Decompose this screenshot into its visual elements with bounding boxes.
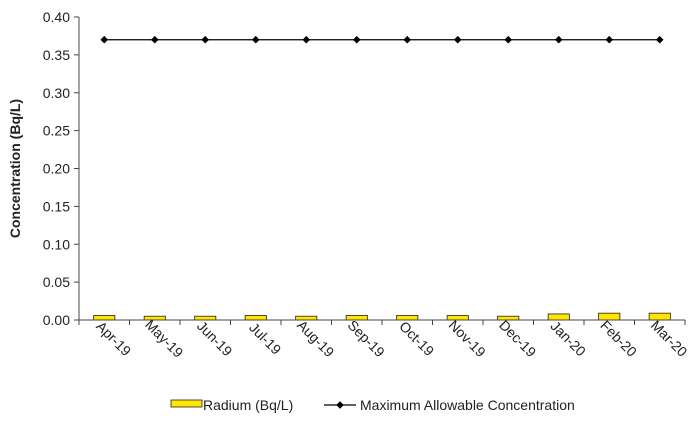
- legend-radium-label: Radium (Bq/L): [203, 397, 293, 413]
- y-tick-label: 0.15: [43, 198, 70, 214]
- y-tick-label: 0.00: [43, 312, 70, 328]
- legend-radium-swatch: [170, 399, 203, 408]
- x-tick-label: Jul-19: [246, 319, 284, 357]
- radium-bar: [244, 315, 267, 321]
- max-concentration-marker: [554, 35, 563, 44]
- y-axis-title: Concentration (Bq/L): [7, 99, 23, 238]
- y-tick-label: 0.05: [43, 274, 70, 290]
- legend: Radium (Bq/L) Maximum Allowable Concentra…: [170, 397, 575, 413]
- max-concentration-marker: [201, 35, 210, 44]
- y-tick-label: 0.30: [43, 85, 70, 101]
- x-tick-label: Feb-20: [597, 317, 640, 360]
- max-concentration-marker: [100, 35, 109, 44]
- max-concentration-marker: [251, 35, 260, 44]
- max-concentration-marker: [504, 35, 513, 44]
- y-tick-label: 0.20: [43, 161, 70, 177]
- plot-layer: [93, 35, 671, 321]
- y-axis: 0.00 0.05 0.10 0.15 0.20 0.25 0.30 0.35 0.40: [43, 9, 80, 328]
- max-concentration-marker: [605, 35, 614, 44]
- y-tick-label: 0.25: [43, 123, 70, 139]
- x-tick-label: Oct-19: [396, 318, 437, 359]
- max-concentration-marker: [403, 35, 412, 44]
- legend-max-concentration-label: Maximum Allowable Concentration: [360, 397, 575, 413]
- x-tick-label: Jun-19: [194, 318, 236, 360]
- legend-diamond-marker: [336, 401, 344, 409]
- y-tick-label: 0.35: [43, 47, 70, 63]
- x-tick-label: Jan-20: [547, 318, 589, 360]
- y-tick-label: 0.10: [43, 236, 70, 252]
- max-concentration-marker: [453, 35, 462, 44]
- max-concentration-marker: [655, 35, 664, 44]
- y-tick-label: 0.40: [43, 9, 70, 25]
- x-tick-label: Mar-20: [648, 317, 691, 360]
- max-concentration-marker: [150, 35, 159, 44]
- max-concentration-marker: [302, 35, 311, 44]
- x-tick-label: Apr-19: [93, 318, 134, 359]
- max-concentration-marker: [352, 35, 361, 44]
- x-axis: Apr-19 May-19 Jun-19 Jul-19 Aug-19 Sep-19 Oct-…: [78, 316, 691, 361]
